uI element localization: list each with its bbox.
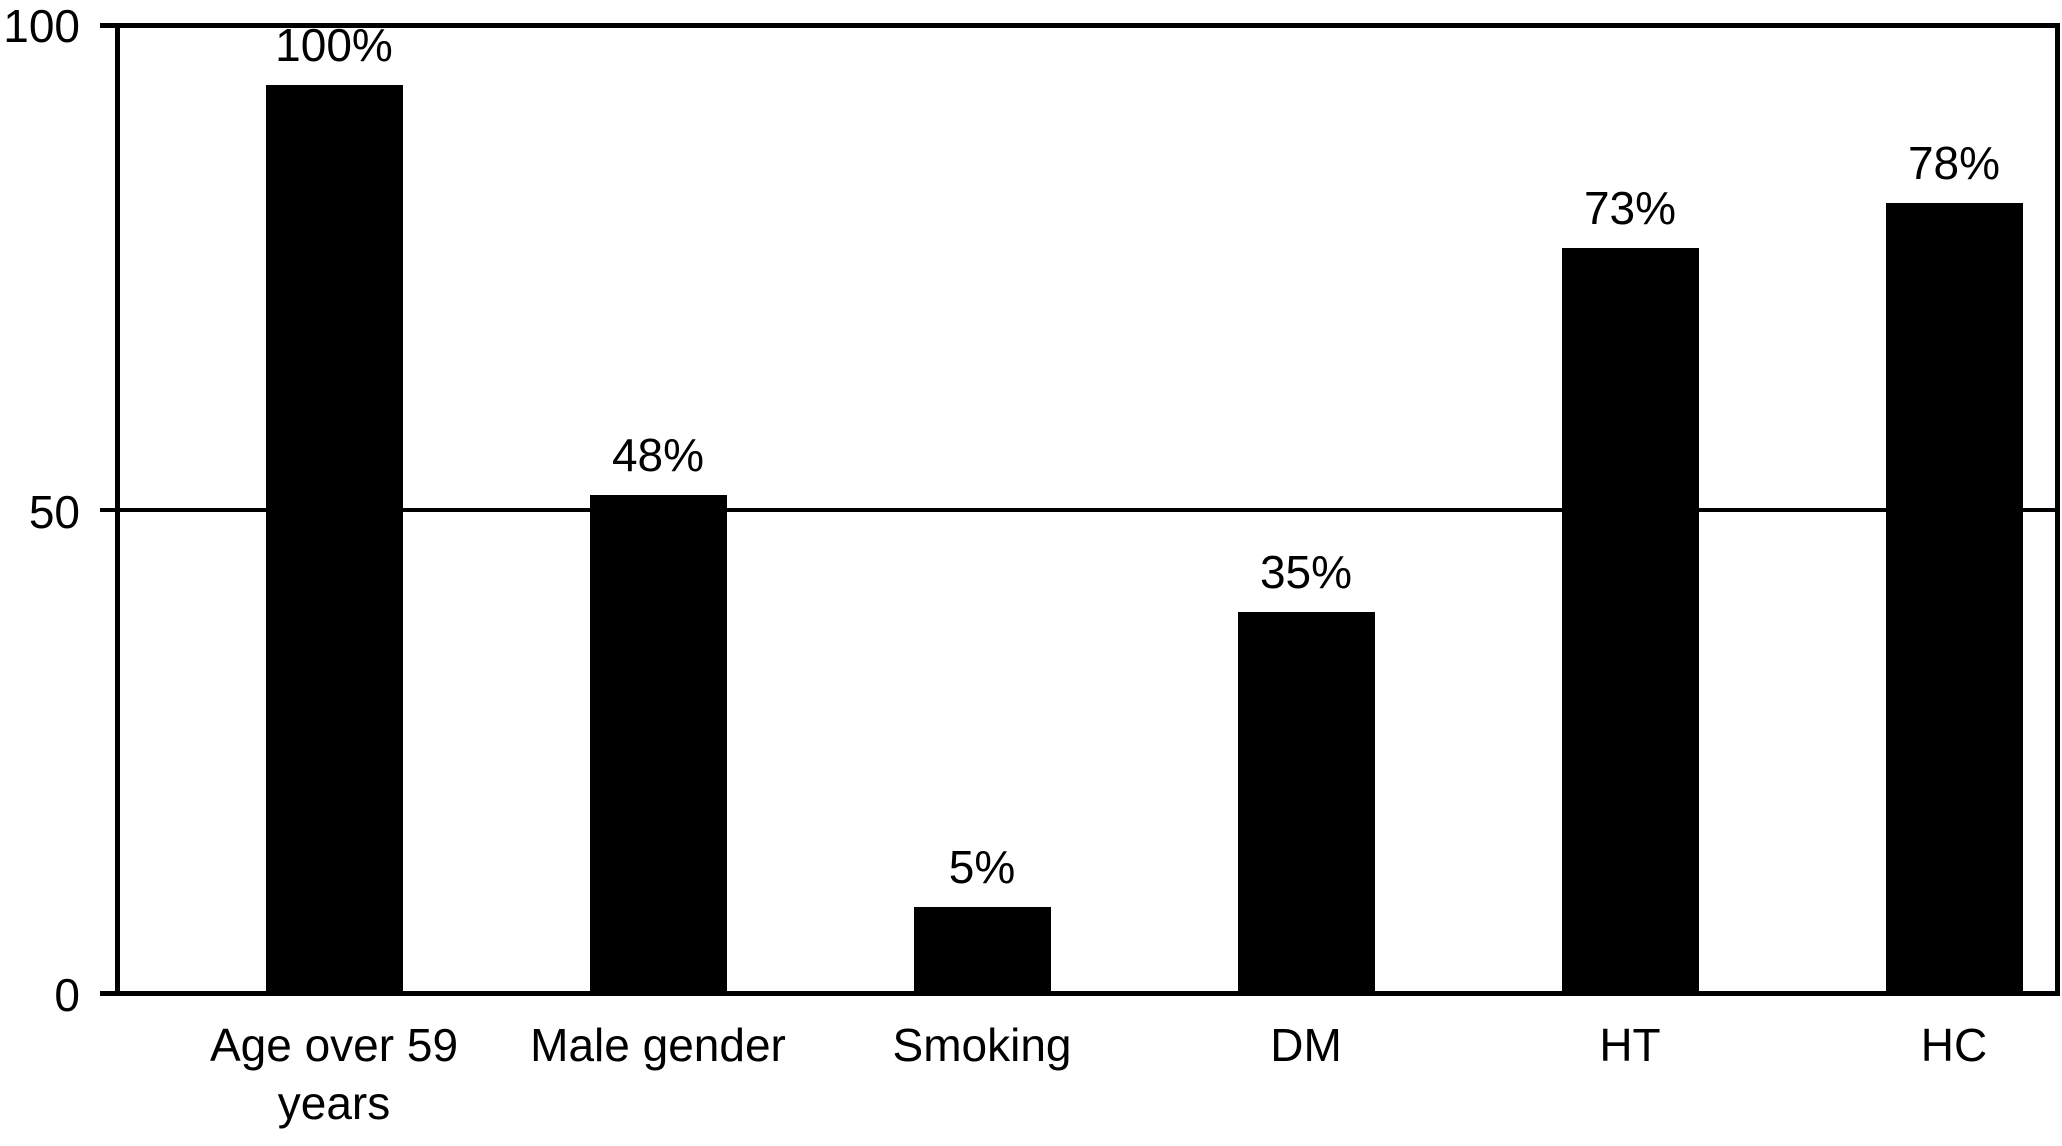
plot-right-border [2055, 23, 2060, 996]
category-label-male-gender: Male gender [530, 1019, 786, 1071]
y-axis-tick-label-100: 100 [3, 0, 80, 52]
y-axis-line [115, 23, 120, 996]
gridline-50 [100, 508, 2060, 512]
category-label-ht: HT [1599, 1019, 1661, 1071]
bar-ht [1561, 248, 1699, 993]
bar-age-over-59-years [265, 85, 403, 993]
bar-value-label-ht: 73% [1583, 182, 1677, 234]
x-axis-line [100, 991, 2060, 996]
category-label-age-over-59-years: Age over 59 years [209, 1019, 459, 1129]
bar-value-label-male-gender: 48% [611, 429, 705, 481]
y-axis-tick-label-0: 0 [54, 969, 80, 1021]
bar-value-label-smoking: 5% [948, 841, 1016, 893]
bar-hc [1885, 203, 2023, 993]
bar-dm [1237, 612, 1375, 993]
category-label-smoking: Smoking [892, 1019, 1072, 1071]
bar-value-label-dm: 35% [1259, 546, 1353, 598]
category-label-dm: DM [1270, 1019, 1342, 1071]
y-axis-tick-label-50: 50 [28, 486, 80, 538]
bar-value-label-age-over-59-years: 100% [275, 19, 393, 71]
plot-top-border [100, 23, 2060, 28]
category-label-hc: HC [1920, 1019, 1988, 1071]
bar-male-gender [589, 495, 727, 993]
bar-smoking [913, 907, 1051, 993]
bar-value-label-hc: 78% [1907, 137, 2001, 189]
